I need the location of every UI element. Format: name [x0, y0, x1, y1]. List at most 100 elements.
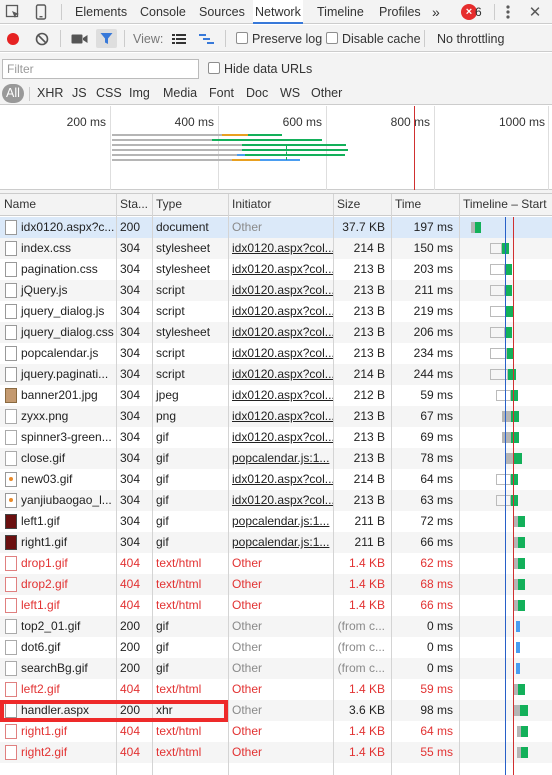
hide-data-urls-checkbox[interactable] [208, 62, 220, 74]
tab-profiles[interactable]: Profiles [379, 5, 421, 19]
column-header-size[interactable]: Size [337, 197, 361, 211]
table-row[interactable]: jQuery.js 304 script idx0120.aspx?col... 213… [0, 280, 552, 301]
table-row[interactable]: close.gif 304 gif popcalendar.js:1... 213 B 7… [0, 448, 552, 469]
table-row[interactable]: yanjiubaogao_l... 304 gif idx0120.aspx?col.… [0, 490, 552, 511]
request-status: 304 [120, 283, 141, 297]
request-name: jquery.paginati... [21, 367, 109, 381]
more-tabs-button[interactable]: » [432, 4, 440, 20]
table-row[interactable]: left2.gif 404 text/html Other 1.4 KB 59 ms [0, 679, 552, 700]
request-initiator[interactable]: idx0120.aspx?col... [232, 262, 333, 276]
request-initiator[interactable]: idx0120.aspx?col... [232, 388, 333, 402]
type-filter-all[interactable]: All [2, 84, 24, 103]
column-header-name[interactable]: Name [4, 197, 37, 211]
more-options-icon[interactable] [500, 3, 516, 21]
request-initiator[interactable]: idx0120.aspx?col... [232, 241, 333, 255]
filter-input[interactable] [2, 59, 199, 79]
record-icon[interactable] [5, 31, 20, 46]
table-row[interactable]: index.css 304 stylesheet idx0120.aspx?col..… [0, 238, 552, 259]
overview-request-line [112, 159, 232, 161]
table-row[interactable]: drop1.gif 404 text/html Other 1.4 KB 62 ms [0, 553, 552, 574]
request-initiator[interactable]: popcalendar.js:1... [232, 514, 330, 528]
close-icon[interactable]: ✕ [528, 4, 542, 21]
request-initiator[interactable]: idx0120.aspx?col... [232, 493, 333, 507]
table-row[interactable]: handler.aspx 200 xhr Other 3.6 KB 98 ms [0, 700, 552, 721]
column-header-type[interactable]: Type [156, 197, 183, 211]
request-initiator[interactable]: idx0120.aspx?col... [232, 325, 333, 339]
column-header-timeline[interactable]: Timeline – Start [463, 197, 547, 211]
device-mode-icon[interactable] [32, 3, 50, 21]
type-filter-media[interactable]: Media [163, 86, 198, 100]
type-filter-js[interactable]: JS [72, 86, 87, 100]
inspect-element-icon[interactable] [4, 3, 22, 21]
table-row[interactable]: new03.gif 304 gif idx0120.aspx?col... 214 B 6… [0, 469, 552, 490]
table-row[interactable]: right1.gif 304 gif popcalendar.js:1... 211 B… [0, 532, 552, 553]
request-name: left1.gif [21, 598, 60, 612]
table-row[interactable]: drop2.gif 404 text/html Other 1.4 KB 68 ms [0, 574, 552, 595]
throttling-select[interactable]: No throttling [437, 32, 505, 46]
tab-network[interactable]: Network [253, 0, 303, 24]
request-initiator[interactable]: idx0120.aspx?col... [232, 472, 333, 486]
request-initiator[interactable]: popcalendar.js:1... [232, 535, 330, 549]
error-count[interactable]: 6 [475, 5, 482, 19]
request-initiator[interactable]: idx0120.aspx?col... [232, 409, 333, 423]
request-initiator[interactable]: idx0120.aspx?col... [232, 367, 333, 381]
type-filter-doc[interactable]: Doc [246, 86, 269, 100]
type-filter-css[interactable]: CSS [96, 86, 122, 100]
table-row[interactable]: jquery.paginati... 304 script idx0120.aspx?… [0, 364, 552, 385]
table-row[interactable]: spinner3-green... 304 gif idx0120.aspx?col.… [0, 427, 552, 448]
disable-cache-label[interactable]: Disable cache [342, 32, 421, 46]
filter-icon[interactable] [96, 29, 117, 48]
table-row[interactable]: right2.gif 404 text/html Other 1.4 KB 55 ms [0, 742, 552, 763]
overview-request-line [245, 154, 345, 156]
table-row[interactable]: zyxx.png 304 png idx0120.aspx?col... 213 B 67… [0, 406, 552, 427]
waterfall-overview-icon[interactable] [198, 31, 216, 46]
error-icon[interactable]: × [461, 4, 477, 20]
column-header-time[interactable]: Time [395, 197, 422, 211]
request-initiator[interactable]: popcalendar.js:1... [232, 451, 330, 465]
timeline-overview[interactable]: 200 ms 400 ms 600 ms 800 ms 1000 ms [0, 106, 552, 190]
table-row[interactable]: top2_01.gif 200 gif Other (from c... 0 ms [0, 616, 552, 637]
request-name: spinner3-green... [21, 430, 112, 444]
request-initiator[interactable]: idx0120.aspx?col... [232, 430, 333, 444]
preserve-log-label[interactable]: Preserve log [252, 32, 323, 46]
request-type: gif [156, 619, 169, 633]
tab-timeline[interactable]: Timeline [317, 5, 364, 19]
request-name: jquery_dialog.js [21, 304, 105, 318]
request-type: text/html [156, 745, 202, 759]
table-row[interactable]: left1.gif 304 gif popcalendar.js:1... 211 B 7… [0, 511, 552, 532]
screenshot-camera-icon[interactable] [70, 31, 88, 46]
preserve-log-checkbox[interactable] [236, 32, 248, 44]
table-row[interactable]: right1.gif 404 text/html Other 1.4 KB 64 ms [0, 721, 552, 742]
request-initiator[interactable]: idx0120.aspx?col... [232, 346, 333, 360]
column-header-status[interactable]: Sta... [120, 197, 149, 211]
hide-data-urls-label[interactable]: Hide data URLs [224, 62, 313, 76]
table-row[interactable]: jquery_dialog.js 304 script idx0120.aspx?co… [0, 301, 552, 322]
type-filter-img[interactable]: Img [129, 86, 150, 100]
table-row[interactable]: jquery_dialog.css 304 stylesheet idx0120.as… [0, 322, 552, 343]
request-initiator[interactable]: idx0120.aspx?col... [232, 283, 333, 297]
toolbar-divider [124, 30, 125, 47]
overview-resizer[interactable] [0, 190, 552, 194]
column-header-initiator[interactable]: Initiator [232, 197, 272, 211]
tab-sources[interactable]: Sources [199, 5, 245, 19]
type-filter-font[interactable]: Font [209, 86, 235, 100]
disable-cache-checkbox[interactable] [326, 32, 338, 44]
table-row[interactable]: banner201.jpg 304 jpeg idx0120.aspx?col... 2… [0, 385, 552, 406]
large-rows-icon[interactable] [171, 31, 187, 46]
clear-icon[interactable] [34, 31, 49, 46]
request-initiator[interactable]: idx0120.aspx?col... [232, 304, 333, 318]
type-filter-other[interactable]: Other [311, 86, 343, 100]
tab-elements[interactable]: Elements [75, 5, 128, 19]
table-row[interactable]: pagination.css 304 stylesheet idx0120.aspx?… [0, 259, 552, 280]
request-type: gif [156, 535, 169, 549]
table-row[interactable]: left1.gif 404 text/html Other 1.4 KB 66 ms [0, 595, 552, 616]
type-filter-xhr[interactable]: XHR [37, 86, 64, 100]
type-filter-ws[interactable]: WS [280, 86, 301, 100]
request-type: text/html [156, 682, 202, 696]
tab-console[interactable]: Console [140, 5, 186, 19]
table-row[interactable]: searchBg.gif 200 gif Other (from c... 0 ms [0, 658, 552, 679]
table-row[interactable]: idx0120.aspx?c... 200 document Other 37.7 KB… [0, 217, 552, 238]
table-row[interactable]: dot6.gif 200 gif Other (from c... 0 ms [0, 637, 552, 658]
table-row[interactable]: popcalendar.js 304 script idx0120.aspx?col.… [0, 343, 552, 364]
